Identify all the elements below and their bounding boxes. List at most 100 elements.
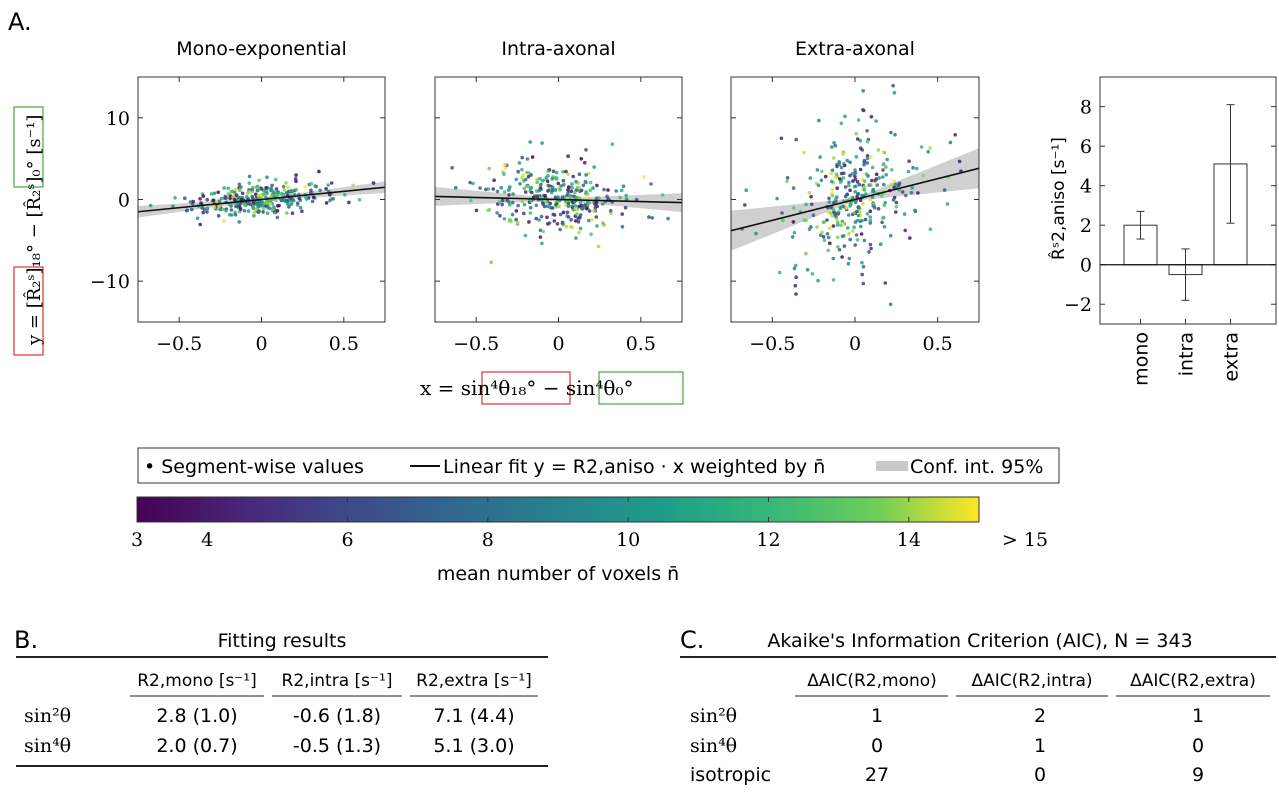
data-point xyxy=(821,235,826,239)
data-point xyxy=(608,208,613,213)
data-point xyxy=(650,216,654,220)
data-point xyxy=(822,238,827,242)
data-point xyxy=(832,141,836,145)
data-point xyxy=(523,177,528,182)
data-point xyxy=(815,168,820,172)
data-point xyxy=(185,208,190,213)
data-point xyxy=(530,155,535,159)
data-point xyxy=(842,244,847,248)
data-point xyxy=(619,188,624,193)
data-point xyxy=(205,210,209,214)
panel-c-title: Akaike's Information Criterion (AIC), N … xyxy=(767,630,1192,652)
panel-c-cell: 0 xyxy=(1034,764,1046,786)
data-point xyxy=(871,187,876,192)
data-point xyxy=(289,202,294,207)
data-point xyxy=(885,157,889,162)
data-point xyxy=(882,203,887,208)
data-point xyxy=(561,210,566,215)
data-point xyxy=(841,176,846,180)
data-point xyxy=(839,121,844,126)
data-point xyxy=(540,141,544,145)
data-point xyxy=(555,222,560,226)
panel-c-cell: 2 xyxy=(1034,705,1046,727)
data-point xyxy=(507,193,511,197)
data-point xyxy=(282,188,287,192)
data-point xyxy=(539,214,544,219)
data-point xyxy=(623,205,628,210)
data-point xyxy=(195,216,200,221)
data-point xyxy=(844,206,849,210)
data-point xyxy=(791,186,796,190)
data-point xyxy=(792,206,796,210)
data-point xyxy=(869,115,874,119)
data-point xyxy=(191,199,195,204)
data-point xyxy=(500,202,505,207)
data-point xyxy=(614,189,618,193)
data-point xyxy=(261,206,266,211)
data-point xyxy=(246,209,251,213)
data-point xyxy=(300,209,304,214)
data-point xyxy=(855,179,860,184)
data-point xyxy=(311,195,316,200)
data-point xyxy=(492,178,496,182)
data-point xyxy=(816,183,821,188)
data-point xyxy=(268,202,273,207)
data-point xyxy=(226,186,231,191)
data-point xyxy=(587,218,591,223)
data-point xyxy=(528,205,533,210)
bar-frame xyxy=(1099,76,1277,325)
data-point xyxy=(468,180,472,185)
data-point xyxy=(853,170,858,175)
data-point xyxy=(851,179,855,183)
data-point xyxy=(856,205,861,210)
data-point xyxy=(275,215,280,220)
panel-title: Intra-axonal xyxy=(501,38,615,60)
data-point xyxy=(838,180,843,185)
data-point xyxy=(861,281,866,286)
data-point xyxy=(880,175,885,179)
data-point xyxy=(588,188,592,192)
data-point xyxy=(829,179,834,184)
data-point xyxy=(610,142,615,146)
data-point xyxy=(874,172,879,177)
data-point xyxy=(538,235,543,239)
data-point xyxy=(846,262,851,266)
y-tick-label: 6 xyxy=(1080,136,1092,158)
data-point xyxy=(329,181,334,185)
data-point xyxy=(827,196,831,201)
data-point xyxy=(520,199,525,204)
data-point xyxy=(579,157,584,161)
data-point xyxy=(528,186,533,191)
data-point xyxy=(953,133,957,137)
data-point xyxy=(209,192,214,196)
data-point xyxy=(777,270,782,275)
data-point xyxy=(255,188,260,193)
data-point xyxy=(516,169,520,174)
data-point xyxy=(259,203,264,208)
y-tick-label: −2 xyxy=(1064,294,1092,316)
fit-line xyxy=(731,167,979,232)
data-point xyxy=(861,201,865,206)
data-point xyxy=(584,148,588,152)
data-point xyxy=(581,183,586,188)
data-point xyxy=(294,173,298,177)
data-point xyxy=(309,181,314,186)
data-point xyxy=(547,167,552,172)
data-point xyxy=(234,187,238,192)
data-point xyxy=(853,174,857,179)
y-axis-label-group: y = [R̂₂ˢ]₁₈° − [R̂₂ˢ]₀° [s⁻¹] xyxy=(13,106,45,356)
data-point xyxy=(247,174,252,179)
data-point xyxy=(742,324,746,328)
data-point xyxy=(794,263,798,268)
colorbar-tick-label: 6 xyxy=(341,529,353,551)
data-point xyxy=(310,199,315,204)
bar-y-axis-label: R̂ˢ2,aniso [s⁻¹] xyxy=(1048,137,1069,260)
data-point xyxy=(247,190,252,194)
data-point xyxy=(577,172,582,176)
data-point xyxy=(894,210,898,214)
panel-b-cell: 2.0 (0.7) xyxy=(156,735,237,757)
data-point xyxy=(873,205,877,210)
data-point xyxy=(487,166,492,171)
data-point xyxy=(647,215,651,219)
data-point xyxy=(855,192,860,196)
